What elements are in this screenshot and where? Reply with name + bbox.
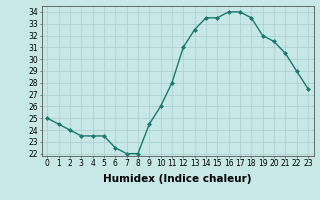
X-axis label: Humidex (Indice chaleur): Humidex (Indice chaleur)	[103, 174, 252, 184]
